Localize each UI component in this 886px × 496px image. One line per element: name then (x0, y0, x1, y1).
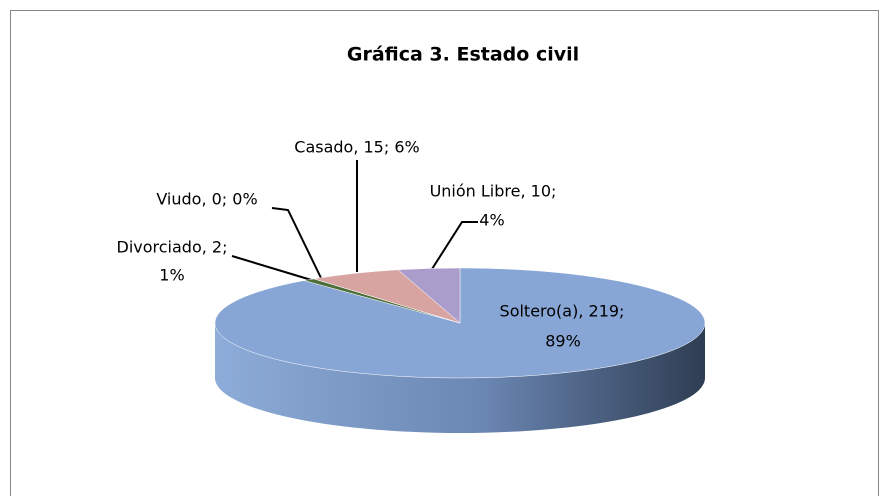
data-label: Soltero(a), 219; (500, 302, 625, 321)
data-label: 89% (545, 332, 581, 351)
data-label: 1% (159, 266, 184, 285)
data-label: Divorciado, 2; (117, 238, 228, 257)
leader-line (271, 207, 323, 281)
chart-title: Gráfica 3. Estado civil (347, 44, 579, 66)
leader-line (431, 221, 478, 270)
data-label: 4% (479, 211, 504, 230)
data-label: Viudo, 0; 0% (156, 190, 257, 209)
pie-slice (397, 267, 461, 324)
data-label: Casado, 15; 6% (294, 138, 419, 157)
data-label: Unión Libre, 10; (430, 182, 557, 201)
leader-line (231, 255, 319, 283)
